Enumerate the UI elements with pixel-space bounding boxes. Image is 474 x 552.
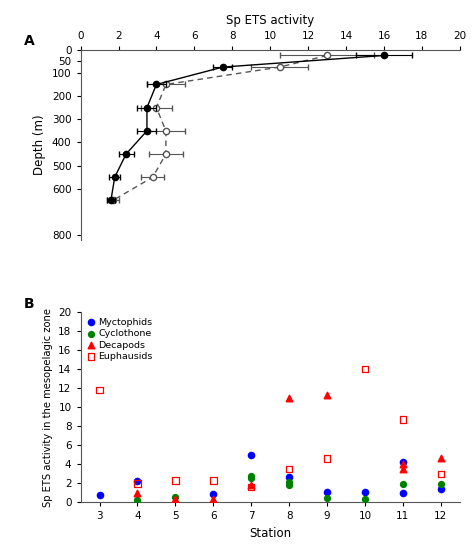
Cyclothone bbox=[285, 478, 293, 487]
Decapods bbox=[172, 494, 179, 503]
X-axis label: Station: Station bbox=[249, 527, 291, 540]
Euphausids bbox=[134, 479, 141, 488]
Cyclothone bbox=[285, 481, 293, 490]
Text: B: B bbox=[24, 297, 34, 311]
Myctophids bbox=[399, 489, 407, 497]
Cyclothone bbox=[134, 496, 141, 505]
Decapods bbox=[134, 489, 141, 497]
Decapods bbox=[247, 481, 255, 490]
Euphausids bbox=[285, 465, 293, 474]
Euphausids bbox=[361, 365, 369, 374]
Y-axis label: Depth (m): Depth (m) bbox=[33, 114, 46, 175]
Myctophids bbox=[134, 477, 141, 486]
Myctophids bbox=[437, 485, 445, 493]
Cyclothone bbox=[437, 480, 445, 489]
Myctophids bbox=[285, 472, 293, 481]
Y-axis label: Sp ETS activity in the mesopelagic zone: Sp ETS activity in the mesopelagic zone bbox=[43, 307, 53, 507]
Euphausids bbox=[437, 469, 445, 478]
Cyclothone bbox=[172, 492, 179, 501]
X-axis label: Sp ETS activity: Sp ETS activity bbox=[226, 14, 314, 26]
Cyclothone bbox=[247, 471, 255, 480]
Decapods bbox=[437, 453, 445, 462]
Myctophids bbox=[323, 487, 331, 496]
Euphausids bbox=[96, 386, 103, 395]
Euphausids bbox=[399, 415, 407, 424]
Legend: Myctophids, Cyclothone, Decapods, Euphausids: Myctophids, Cyclothone, Decapods, Euphau… bbox=[85, 317, 154, 362]
Euphausids bbox=[323, 454, 331, 463]
Euphausids bbox=[172, 476, 179, 485]
Myctophids bbox=[96, 490, 103, 499]
Myctophids bbox=[361, 487, 369, 496]
Myctophids bbox=[399, 458, 407, 467]
Cyclothone bbox=[323, 493, 331, 502]
Cyclothone bbox=[361, 495, 369, 504]
Text: A: A bbox=[24, 34, 35, 49]
Euphausids bbox=[247, 482, 255, 491]
Myctophids bbox=[247, 450, 255, 459]
Myctophids bbox=[210, 489, 217, 498]
Decapods bbox=[399, 460, 407, 469]
Decapods bbox=[323, 390, 331, 399]
Decapods bbox=[210, 495, 217, 504]
Cyclothone bbox=[247, 473, 255, 482]
Euphausids bbox=[210, 476, 217, 485]
Decapods bbox=[399, 465, 407, 474]
Cyclothone bbox=[399, 480, 407, 489]
Decapods bbox=[285, 394, 293, 402]
